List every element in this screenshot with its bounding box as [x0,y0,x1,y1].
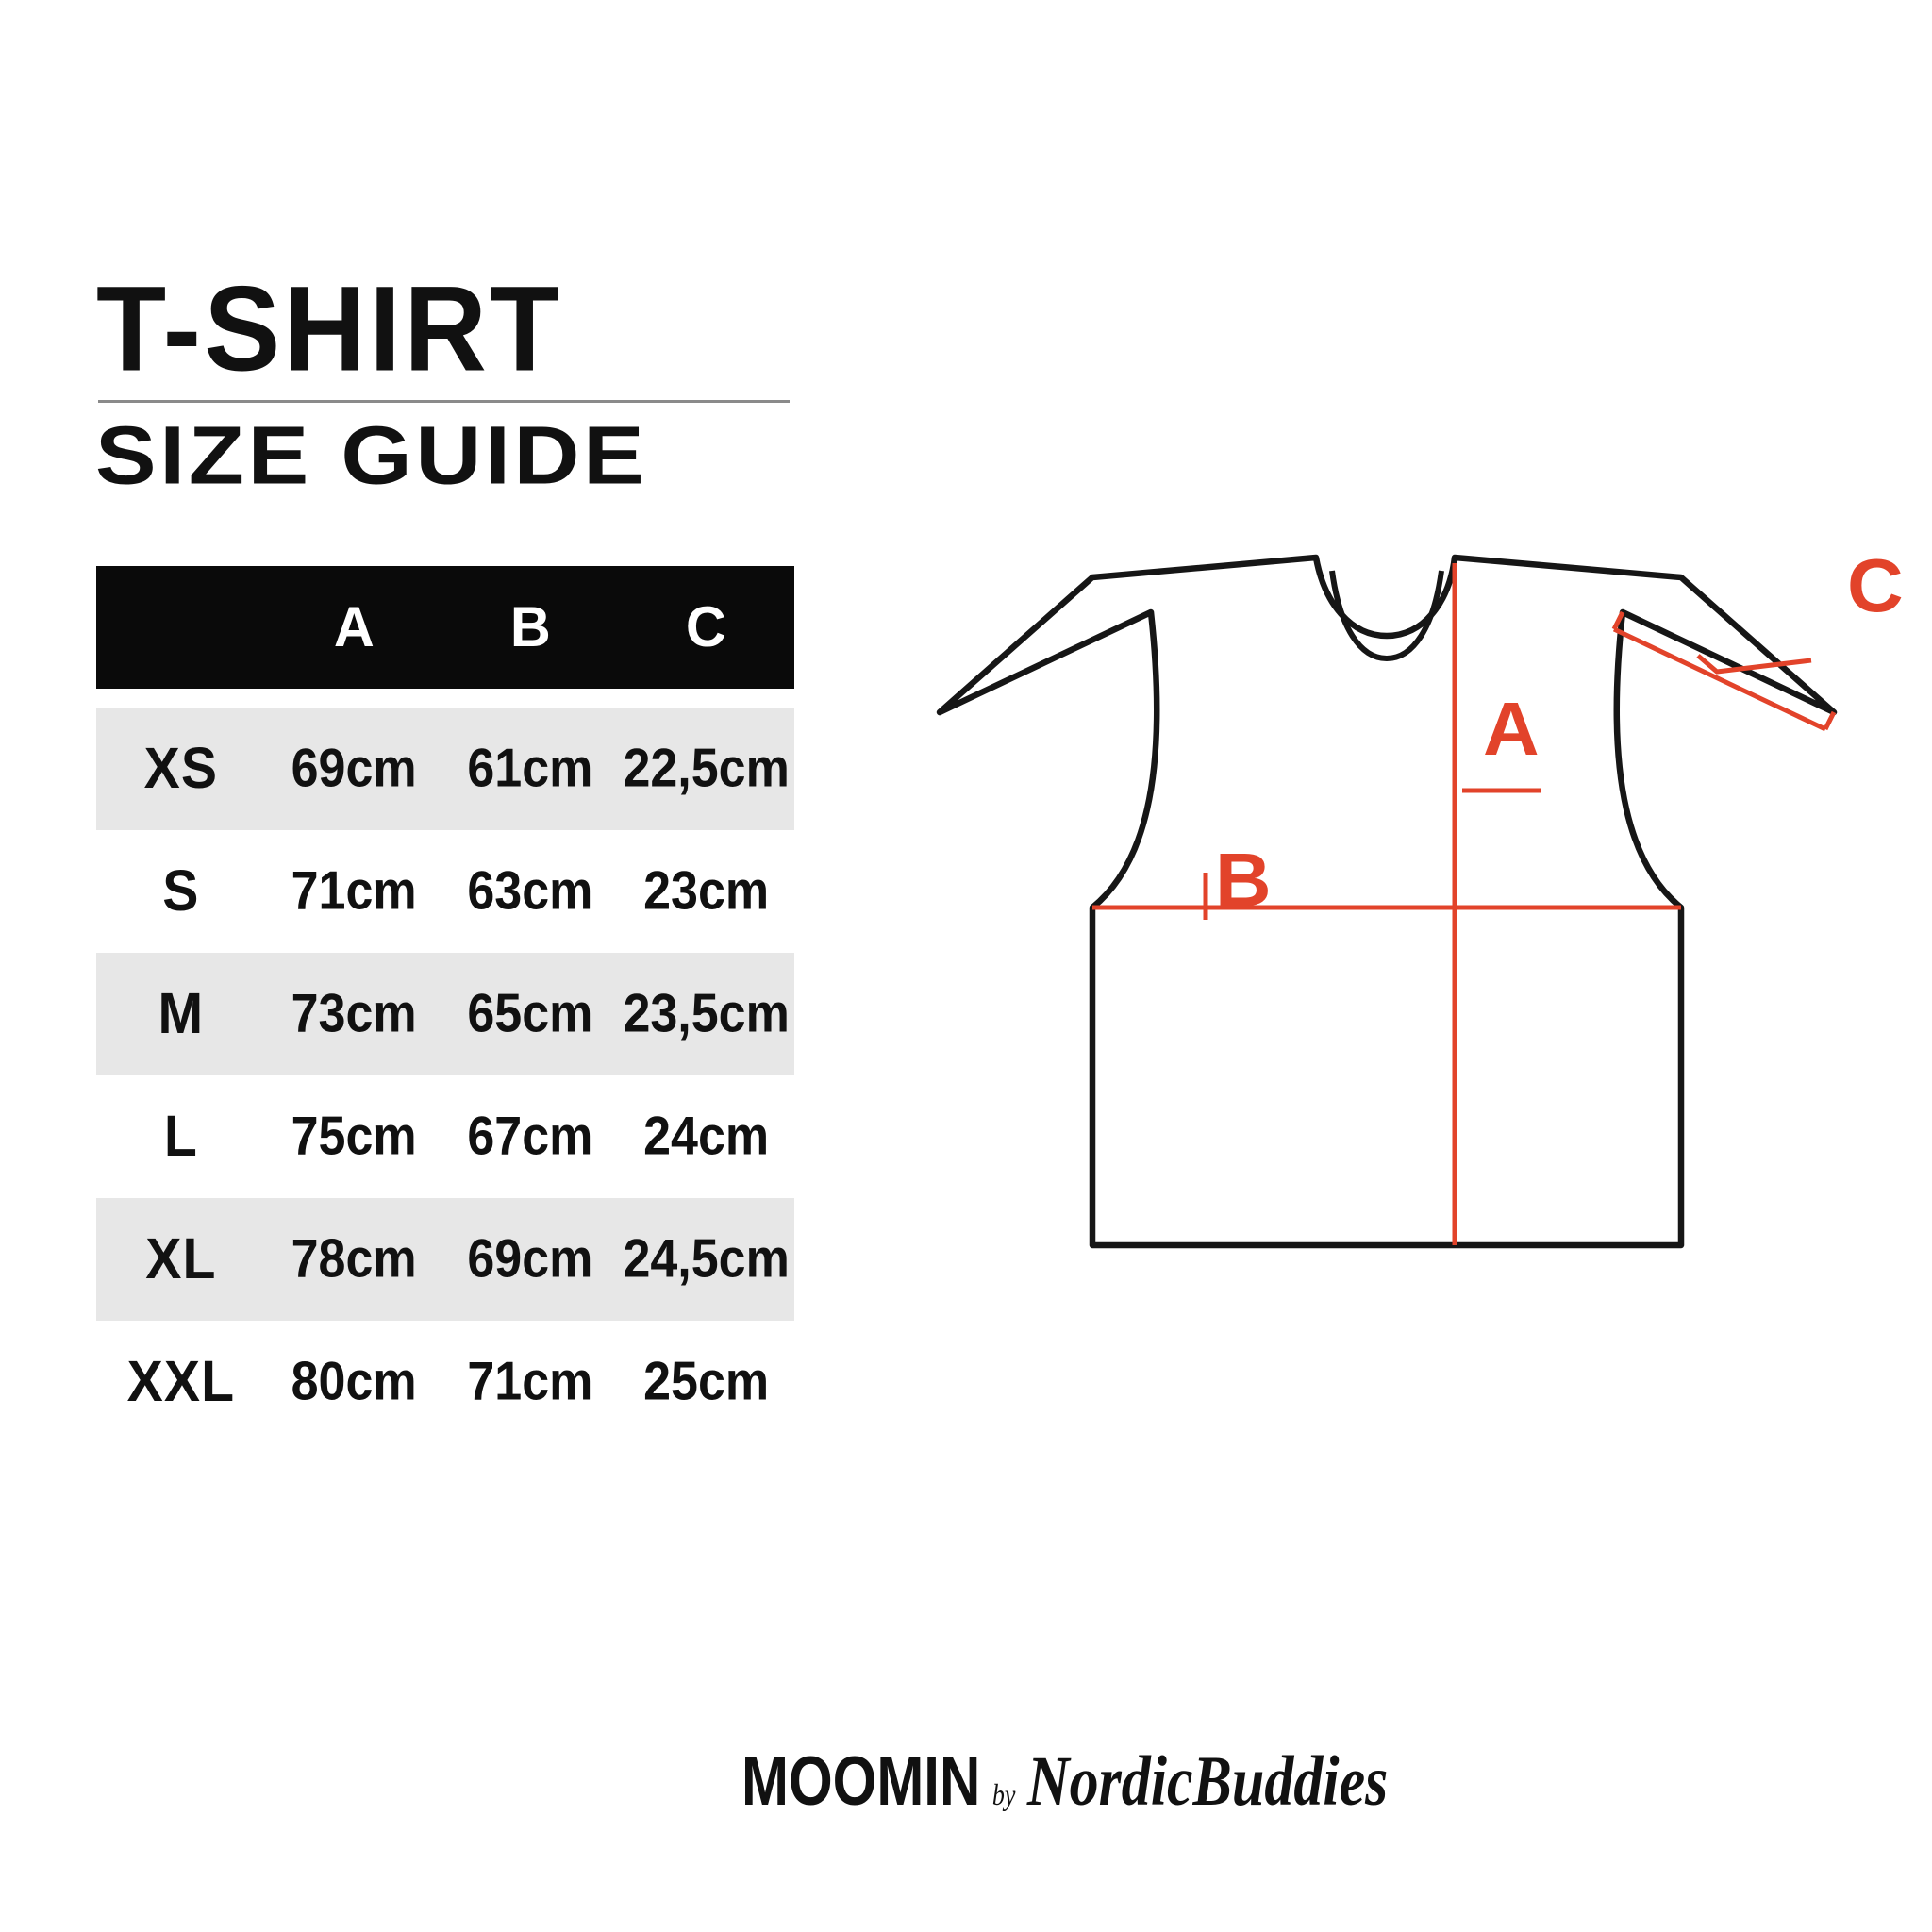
svg-text:C: C [1847,543,1904,627]
svg-text:A: A [1483,687,1540,771]
svg-text:B: B [1215,838,1272,922]
